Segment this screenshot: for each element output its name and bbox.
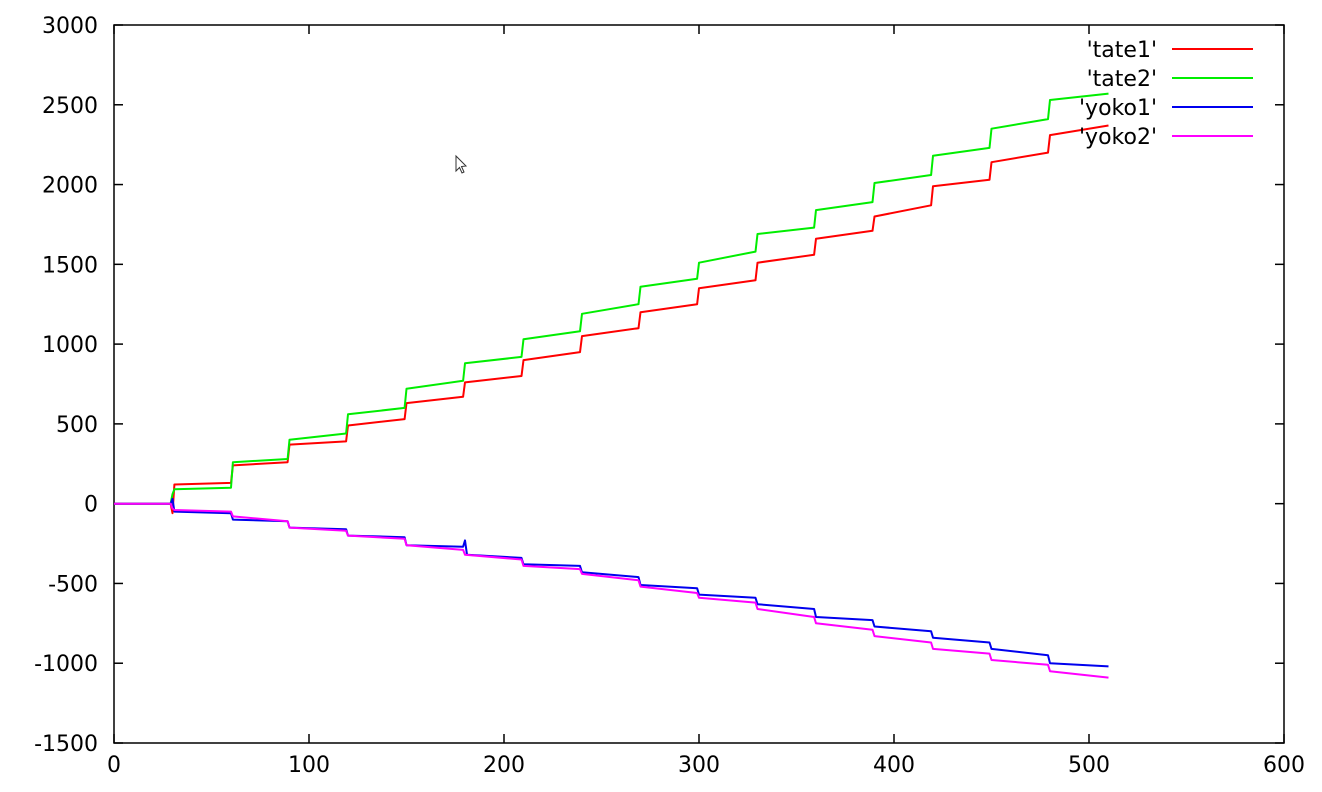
legend-label-1: 'tate1' (1087, 38, 1157, 63)
y-tick-label: 3000 (42, 14, 98, 39)
series-lines (114, 92, 1109, 679)
y-tick-label: -1000 (34, 652, 98, 677)
y-tick-label: 0 (84, 493, 98, 518)
series-line-4 (114, 502, 1109, 679)
legend-label-4: 'yoko2' (1079, 125, 1157, 150)
legend-label-2: 'tate2' (1087, 67, 1157, 92)
y-tick-label: 500 (56, 413, 98, 438)
legend-label-3: 'yoko1' (1079, 96, 1157, 121)
y-tick-label: 1000 (42, 333, 98, 358)
axis-ticks (113, 24, 1285, 744)
x-tick-label: 500 (1068, 753, 1110, 778)
mouse-pointer-icon (455, 154, 468, 174)
series-line-1 (114, 124, 1109, 515)
x-tick-label: 0 (107, 753, 121, 778)
y-tick-label: 2500 (42, 94, 98, 119)
x-tick-label: 100 (288, 753, 330, 778)
legend: 'tate1' 'tate2' 'yoko1' 'yoko2' (1079, 38, 1253, 150)
y-tick-label: 2000 (42, 174, 98, 199)
x-tick-label: 300 (678, 753, 720, 778)
x-tick-label: 400 (873, 753, 915, 778)
y-tick-label: 1500 (42, 253, 98, 278)
y-tick-label: -500 (48, 572, 98, 597)
x-tick-label: 200 (483, 753, 525, 778)
series-line-2 (114, 92, 1109, 505)
x-tick-label: 600 (1263, 753, 1305, 778)
series-line-3 (114, 497, 1109, 668)
y-tick-labels: -1500 -1000 -500 0 500 1000 1500 2000 2500 3000 (34, 14, 98, 757)
x-tick-labels: 0 100 200 300 400 500 600 (107, 753, 1305, 778)
y-tick-label: -1500 (34, 732, 98, 757)
